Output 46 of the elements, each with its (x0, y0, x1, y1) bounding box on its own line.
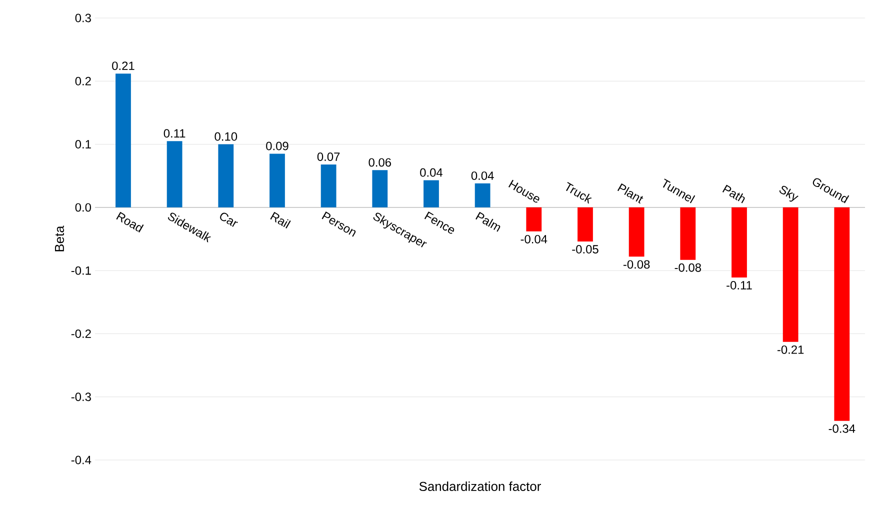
bar (424, 180, 439, 208)
bar (270, 154, 285, 208)
x-tick-label: Palm (476, 212, 500, 232)
data-label: 0.04 (420, 168, 443, 177)
y-axis-title: Beta (55, 226, 64, 252)
y-tick-label: -0.1 (71, 266, 91, 275)
data-label: -0.34 (828, 424, 856, 433)
bar (218, 144, 234, 208)
bar (782, 207, 798, 342)
bar (166, 141, 182, 208)
y-tick-label: 0.3 (75, 14, 91, 22)
data-label: -0.21 (777, 345, 804, 354)
x-tick-label: Sky (779, 186, 799, 202)
y-tick-label: -0.2 (71, 329, 91, 338)
bar (578, 207, 593, 242)
y-tick-label: -0.4 (71, 456, 92, 464)
data-label: -0.04 (520, 234, 548, 244)
data-label: 0.04 (471, 171, 494, 180)
bar (834, 207, 850, 421)
bar (732, 207, 747, 278)
y-tick-label: -0.3 (71, 392, 91, 402)
bar (628, 207, 644, 257)
y-tick-label: 0.1 (75, 140, 91, 149)
data-label: -0.05 (572, 245, 598, 254)
bar (474, 183, 490, 208)
data-label: 0.11 (164, 129, 186, 138)
data-label: 0.06 (368, 158, 392, 167)
x-axis-title: Sandardization factor (419, 482, 541, 492)
bar (320, 164, 336, 208)
data-label: 0.10 (214, 132, 238, 141)
data-label: 0.07 (317, 152, 340, 161)
x-tick-label: Plant (617, 183, 644, 204)
x-tick-label: Car (220, 212, 238, 227)
data-label: 0.21 (112, 62, 134, 70)
bar (116, 74, 131, 208)
data-label: 0.09 (266, 142, 288, 150)
x-tick-label: Rail (270, 212, 291, 228)
x-tick-label: Path (722, 184, 745, 204)
data-label: -0.08 (623, 260, 650, 269)
y-tick-label: 0.0 (75, 203, 92, 212)
y-tick-label: 0.2 (75, 76, 91, 86)
bar (372, 170, 388, 208)
bar (680, 207, 696, 260)
data-label: -0.08 (674, 263, 702, 272)
bar (526, 207, 542, 232)
data-label: -0.11 (726, 281, 752, 290)
